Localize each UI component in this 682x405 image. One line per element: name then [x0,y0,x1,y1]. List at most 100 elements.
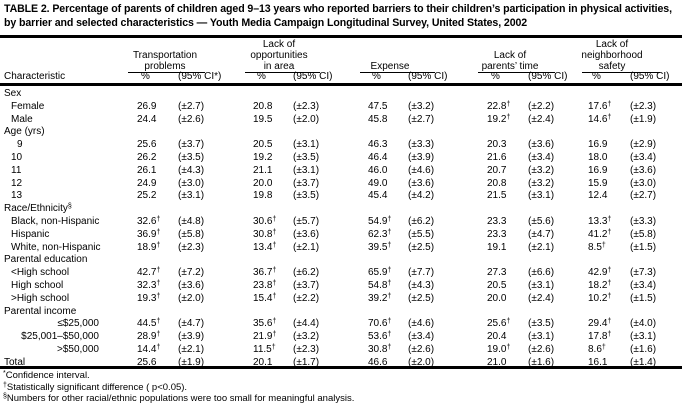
percent-cell: 70.6† [368,318,391,330]
percent-value: 8.6 [588,344,602,355]
percent-value: 25.6 [487,318,507,330]
percent-cell: 8.5† [588,242,606,254]
header-characteristic: Characteristic [4,71,66,82]
row-label: Parental education [4,254,87,266]
percent-cell: 18.9† [137,242,160,254]
ci-cell: (±3.4) [630,280,657,291]
ci-cell: (±3.5) [178,152,205,163]
ci-cell: (±4.8) [178,216,205,227]
percent-cell: 47.5 [368,101,387,113]
percent-cell: 30.6† [253,216,276,228]
row-label-text: 11 [11,164,22,176]
significance-dagger: † [387,280,392,287]
significance-dagger: † [506,318,511,326]
percent-cell: 26.1 [137,165,156,177]
row-label-text: $25,001–$50,000 [21,331,99,343]
significance-dagger: † [607,318,612,326]
significance-dagger: † [387,267,392,275]
table-row: Black, non-Hispanic 32.6† (±4.8) 30.6† (±5.7… [0,216,682,228]
significance-dagger: † [607,100,612,108]
row-label: 10 [11,152,22,164]
percent-cell: 54.9† [368,216,391,228]
percent-value: 19.3 [137,292,157,304]
ci-cell: (±3.6) [528,139,555,151]
footnote: *Confidence interval. [3,370,90,381]
percent-cell: 19.3† [137,293,160,305]
percent-cell: 26.9 [137,101,156,113]
percent-value: 46.3 [368,139,388,151]
percent-cell: 46.0 [368,165,387,177]
ci-cell: (±6.6) [528,267,555,279]
significance-dagger: † [272,318,277,326]
section-header-row: Parental income [0,306,682,318]
group-underline [360,72,435,73]
percent-cell: 17.8† [588,331,611,343]
ci-cell: (±4.3) [408,280,435,291]
row-label: 9 [17,139,23,151]
percent-value: 54.8 [368,280,388,291]
percent-cell: 23.3 [487,229,506,241]
table-row: >$50,000 14.4† (±2.1) 11.5† (±2.3) 30.8† (±2.6… [0,344,682,356]
row-label: Hispanic [11,229,49,241]
row-label-text: 9 [17,139,23,151]
percent-value: 14.6 [588,113,608,125]
ci-cell: (±2.1) [293,241,320,253]
percent-cell: 42.9† [588,267,611,279]
row-label-text: Female [11,100,45,112]
significance-dagger: † [387,318,392,326]
table-row: $25,001–$50,000 28.9† (±3.9) 21.9† (±3.2) 53.… [0,331,682,343]
section-header-row: Parental education [0,254,682,266]
group-underline [245,72,320,73]
header-percent: % [372,71,381,82]
significance-dagger: † [387,228,392,236]
row-label: >$50,000 [0,344,99,356]
percent-cell: 13.4† [253,242,276,254]
ci-cell: (±1.7) [293,356,320,368]
row-label-text: 12 [11,177,23,189]
percent-value: 42.7 [137,267,157,279]
percent-cell: 8.6† [588,344,606,356]
significance-dagger: † [607,331,612,339]
ci-cell: (±3.5) [528,318,555,330]
percent-value: 21.1 [253,164,273,176]
ci-cell: (±2.0) [408,356,435,368]
header-percent: % [592,71,601,82]
significance-dagger: † [601,241,606,249]
ci-cell: (±2.6) [408,344,435,355]
percent-value: 41.2 [588,228,608,240]
percent-value: 23.3 [487,228,507,240]
table-row: 9 25.6 (±3.7) 20.5 (±3.1) 46.3 (±3.3) 20.3 (±3.6… [0,139,682,151]
percent-value: 13.4 [253,241,273,253]
percent-cell: 39.5† [368,242,391,254]
ci-cell: (±5.8) [630,228,657,240]
row-label-text: >$50,000 [57,344,99,355]
percent-value: 26.9 [137,100,157,112]
percent-value: 32.6 [137,216,157,227]
ci-cell: (±3.0) [178,177,205,189]
header-ci: (95% CI*) [178,71,222,82]
percent-value: 19.1 [487,241,507,253]
ci-cell: (±1.4) [630,356,657,368]
ci-cell: (±4.0) [630,318,657,330]
group-header-line: neighborhood [581,50,643,61]
percent-value: 62.3 [368,228,388,240]
percent-value: 20.8 [487,177,507,189]
significance-dagger: † [156,344,161,351]
significance-dagger: † [272,228,277,236]
percent-value: 23.3 [487,216,507,227]
percent-cell: 30.8† [253,229,276,241]
percent-value: 20.3 [487,139,507,151]
row-label-text: White, non-Hispanic [11,241,101,253]
significance-dagger: † [271,344,276,351]
row-label-text: Parental education [4,254,88,266]
percent-cell: 28.9† [137,331,160,343]
ci-cell: (±2.4) [528,113,555,125]
ci-cell: (±3.0) [630,177,657,189]
percent-value: 54.9 [368,216,388,227]
percent-value: 18.0 [588,152,608,163]
percent-cell: 23.3 [487,216,506,228]
significance-dagger: † [601,344,606,351]
table-row: 13 25.2 (±3.1) 19.8 (±3.5) 45.4 (±4.2) 21.5 (±3.… [0,190,682,202]
header-ci: (95% CI) [630,71,670,82]
significance-dagger: † [272,280,277,287]
